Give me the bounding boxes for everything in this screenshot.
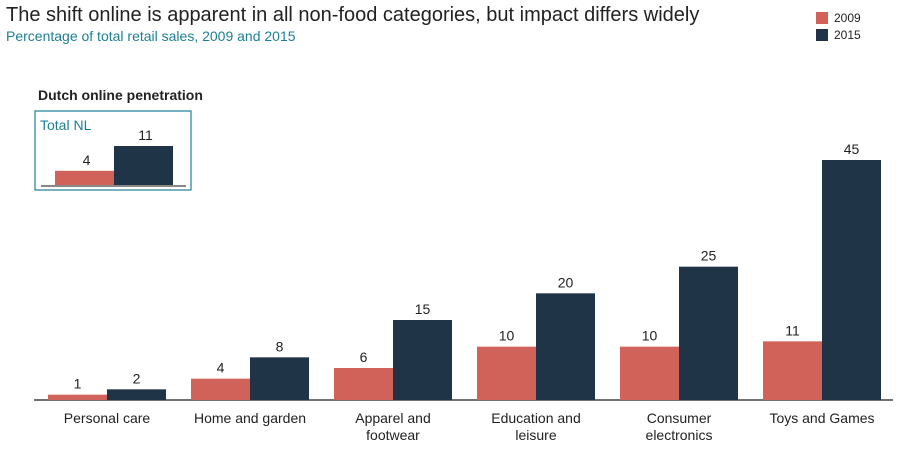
legend-label-2009: 2009 xyxy=(834,10,861,25)
inset-heading: Dutch online penetration xyxy=(38,87,203,103)
legend-swatch-2009 xyxy=(816,11,828,24)
legend-item-2009: 2009 xyxy=(816,9,861,26)
data-label-2015-1: 8 xyxy=(276,338,284,354)
category-label-5-line-0: Toys and Games xyxy=(769,410,874,426)
legend-label-2015: 2015 xyxy=(834,27,861,42)
bar-2009-3 xyxy=(477,346,536,400)
bars-group xyxy=(34,160,893,401)
bar-2015-0 xyxy=(107,389,166,400)
bar-2015-3 xyxy=(536,293,595,400)
legend-item-2015: 2015 xyxy=(816,26,861,43)
inset-chart: Total NL 4 11 xyxy=(34,110,192,191)
inset-label: Total NL xyxy=(40,117,92,133)
bar-2009-1 xyxy=(191,378,250,400)
data-label-2009-2: 6 xyxy=(360,349,368,365)
data-label-2015-0: 2 xyxy=(133,370,141,386)
data-label-2015-2: 15 xyxy=(415,301,431,317)
data-label-2015-5: 45 xyxy=(844,141,860,157)
bar-2015-5 xyxy=(822,160,881,400)
chart-subtitle: Percentage of total retail sales, 2009 a… xyxy=(6,28,296,44)
category-label-4-line-0: Consumer xyxy=(647,410,712,426)
bar-2015-4 xyxy=(679,266,738,400)
data-label-2009-1: 4 xyxy=(217,360,225,376)
data-label-2015-3: 20 xyxy=(558,274,574,290)
bar-2009-2 xyxy=(334,368,393,400)
inset-data-label-1: 11 xyxy=(138,127,153,143)
category-label-4-line-1: electronics xyxy=(646,427,713,443)
legend: 2009 2015 xyxy=(816,9,861,43)
bar-2015-1 xyxy=(250,357,309,400)
data-label-2009-0: 1 xyxy=(74,376,82,392)
category-label-2-line-1: footwear xyxy=(366,427,420,443)
data-label-2015-4: 25 xyxy=(701,248,717,264)
chart-title: The shift online is apparent in all non-… xyxy=(6,4,700,26)
data-label-2009-4: 10 xyxy=(642,328,658,344)
bar-2009-0 xyxy=(48,394,107,400)
category-label-0-line-0: Personal care xyxy=(64,410,151,426)
data-label-2009-5: 11 xyxy=(785,322,800,338)
inset-bar-1 xyxy=(114,146,173,185)
bar-2009-5 xyxy=(763,341,822,400)
bar-2015-2 xyxy=(393,320,452,400)
inset-bar-0 xyxy=(55,170,114,185)
category-label-3-line-1: leisure xyxy=(515,427,556,443)
category-label-3-line-0: Education and xyxy=(491,410,581,426)
bar-2009-4 xyxy=(620,346,679,400)
legend-swatch-2015 xyxy=(816,28,828,41)
data-label-2009-3: 10 xyxy=(499,328,515,344)
inset-data-label-0: 4 xyxy=(83,152,91,168)
category-label-1-line-0: Home and garden xyxy=(194,410,306,426)
category-label-2-line-0: Apparel and xyxy=(355,410,431,426)
labels-group: 1 2 Personal care 4 8 Home and garden 6 15 Appar… xyxy=(64,141,875,443)
